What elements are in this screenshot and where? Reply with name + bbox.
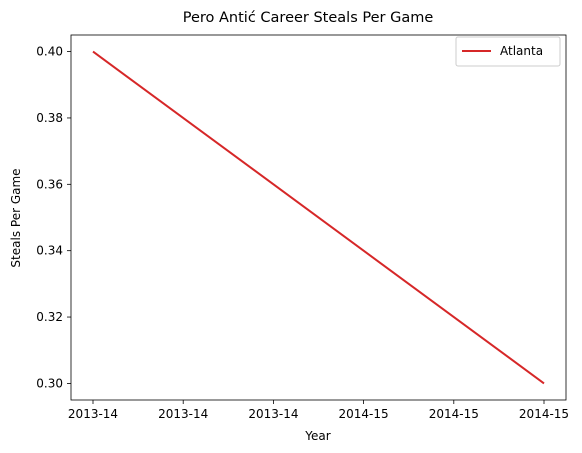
legend-box	[455, 36, 561, 67]
x-tick-label: 2013-14	[68, 407, 118, 421]
y-tick-label: 0.40	[36, 45, 63, 59]
x-tick-label: 2013-14	[158, 407, 208, 421]
series-line-atlanta	[92, 50, 545, 385]
y-tick-label: 0.32	[36, 310, 63, 324]
y-tick-label: 0.30	[36, 376, 63, 390]
y-tick-label: 0.38	[36, 111, 63, 125]
x-tick-label: 2014-15	[519, 407, 569, 421]
plot-area: 0.30 0.32 0.34 0.36 0.38 0.40 2013-14 2013-14 20…	[36, 34, 569, 421]
legend: Atlanta	[455, 36, 561, 67]
x-tick-label: 2014-15	[339, 407, 389, 421]
y-tick-label: 0.36	[36, 177, 63, 191]
plot-frame	[70, 34, 567, 401]
chart-title: Pero Antić Career Steals Per Game	[183, 10, 434, 26]
y-axis-label: Steals Per Game	[9, 168, 23, 267]
x-tick-label: 2013-14	[248, 407, 298, 421]
y-tick-label: 0.34	[36, 244, 63, 258]
x-axis-label: Year	[304, 429, 330, 443]
legend-series-label: Atlanta	[500, 44, 543, 58]
x-tick-label: 2014-15	[429, 407, 479, 421]
